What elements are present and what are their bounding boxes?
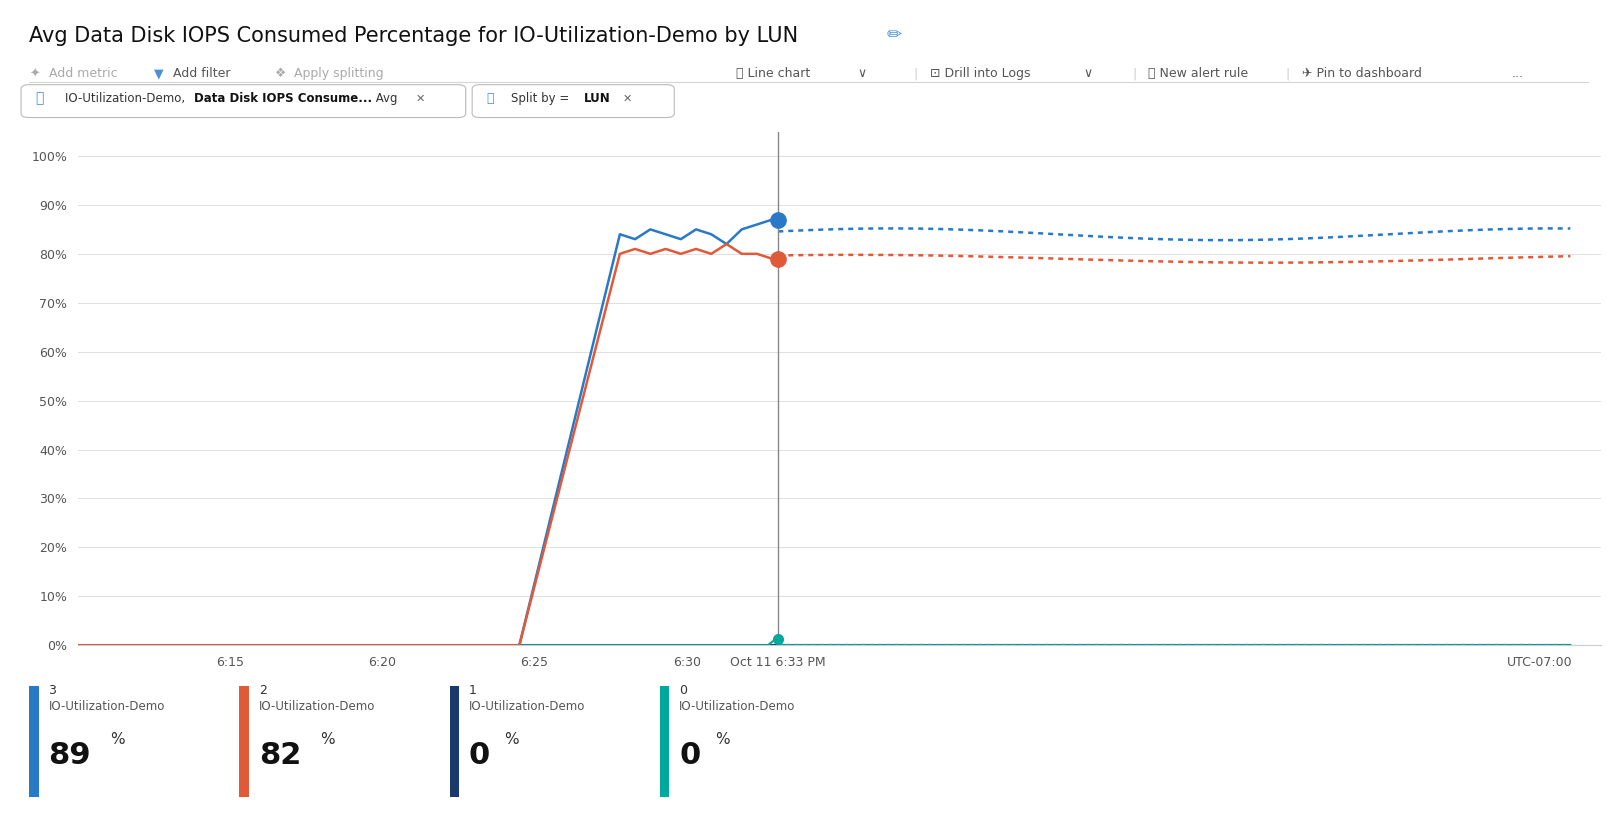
Text: IO-Utilization-Demo: IO-Utilization-Demo xyxy=(49,700,165,713)
Text: IO-Utilization-Demo,: IO-Utilization-Demo, xyxy=(65,92,189,105)
Text: ✈ Pin to dashboard: ✈ Pin to dashboard xyxy=(1302,67,1421,81)
Text: ✏: ✏ xyxy=(886,26,901,44)
Text: 3: 3 xyxy=(49,684,57,697)
Text: ❖: ❖ xyxy=(275,67,286,81)
Text: 〜 Line chart: 〜 Line chart xyxy=(736,67,810,81)
Text: 0: 0 xyxy=(469,741,490,770)
Text: ▼: ▼ xyxy=(154,67,163,81)
Text: |: | xyxy=(914,67,918,81)
Text: |: | xyxy=(1286,67,1290,81)
Text: LUN: LUN xyxy=(584,92,611,105)
Text: ⛓: ⛓ xyxy=(487,92,495,105)
Text: 🔔 New alert rule: 🔔 New alert rule xyxy=(1148,67,1248,81)
Text: 0: 0 xyxy=(679,684,687,697)
Text: ⊡ Drill into Logs: ⊡ Drill into Logs xyxy=(930,67,1030,81)
Text: IO-Utilization-Demo: IO-Utilization-Demo xyxy=(469,700,585,713)
Text: Avg Data Disk IOPS Consumed Percentage for IO-Utilization-Demo by LUN: Avg Data Disk IOPS Consumed Percentage f… xyxy=(29,26,799,46)
Text: IO-Utilization-Demo: IO-Utilization-Demo xyxy=(679,700,796,713)
Text: ∨: ∨ xyxy=(1083,67,1093,81)
Text: Split by =: Split by = xyxy=(511,92,572,105)
Text: 82: 82 xyxy=(259,741,301,770)
Text: %: % xyxy=(715,732,729,746)
Text: Add filter: Add filter xyxy=(173,67,231,81)
Text: 0: 0 xyxy=(679,741,700,770)
Text: %: % xyxy=(320,732,335,746)
Text: 1: 1 xyxy=(469,684,477,697)
Text: Add metric: Add metric xyxy=(49,67,116,81)
Text: Apply splitting: Apply splitting xyxy=(294,67,383,81)
Text: %: % xyxy=(505,732,519,746)
Text: Data Disk IOPS Consume...: Data Disk IOPS Consume... xyxy=(194,92,372,105)
Text: ...: ... xyxy=(1512,67,1523,81)
Text: ✕: ✕ xyxy=(416,94,425,104)
Text: IO-Utilization-Demo: IO-Utilization-Demo xyxy=(259,700,375,713)
Text: |: | xyxy=(1132,67,1137,81)
Text: ✦: ✦ xyxy=(29,67,39,81)
Text: Avg: Avg xyxy=(372,92,398,105)
Text: ✕: ✕ xyxy=(623,94,632,104)
Text: ∨: ∨ xyxy=(857,67,867,81)
Text: 89: 89 xyxy=(49,741,91,770)
Text: 🖥: 🖥 xyxy=(36,91,44,106)
Text: %: % xyxy=(110,732,125,746)
Text: 2: 2 xyxy=(259,684,267,697)
